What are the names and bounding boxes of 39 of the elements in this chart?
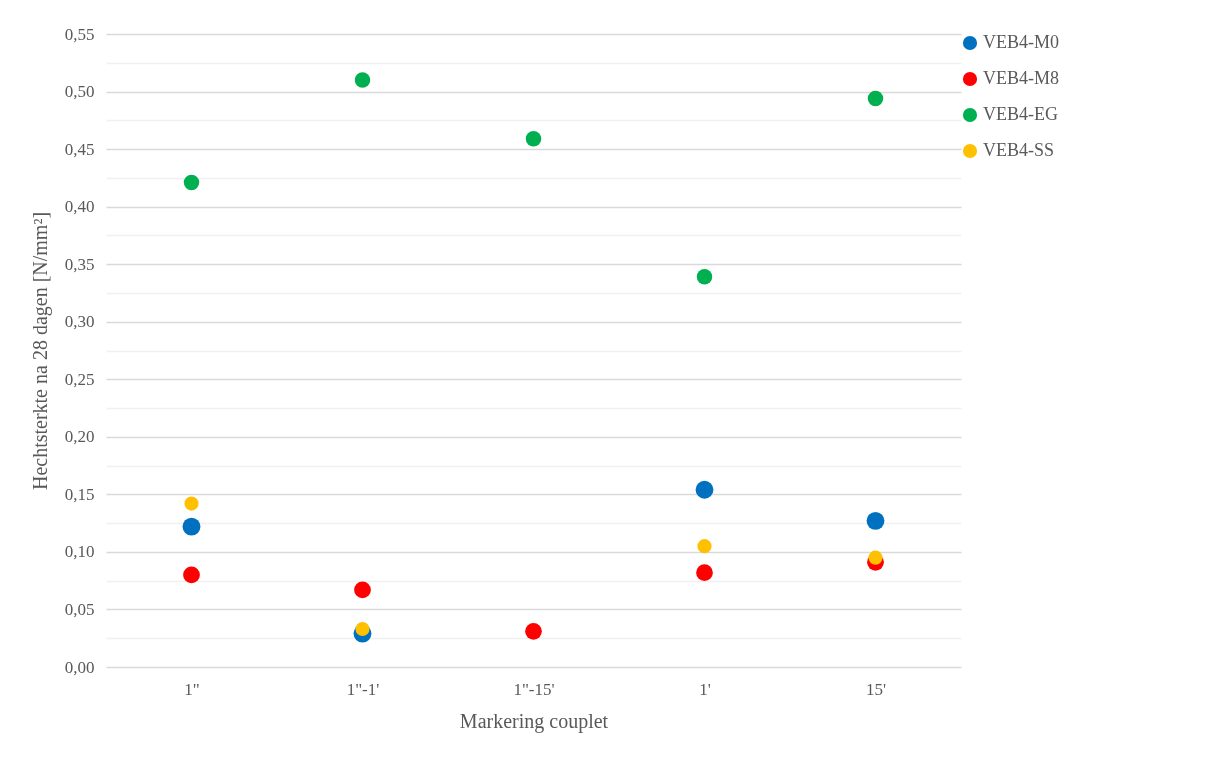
y-axis-title: Hechtsterkte na 28 dagen [N/mm²] (28, 211, 52, 491)
y-tick-label: 0,10 (64, 542, 95, 562)
point (696, 269, 713, 285)
point (182, 517, 201, 536)
point (354, 72, 371, 88)
y-tick-label: 0,30 (64, 312, 95, 332)
legend-label: VEB4-M8 (983, 68, 1059, 88)
point (525, 131, 542, 147)
x-tick-label: 1"-1' (346, 679, 380, 699)
y-tick-label: 0,55 (64, 24, 95, 44)
point (184, 496, 199, 511)
x-axis-title: Markering couplet (459, 709, 609, 733)
point (866, 511, 885, 530)
x-tick-label: 1" (184, 679, 200, 699)
y-tick-label: 0,50 (64, 82, 95, 102)
y-tick-label: 0,05 (64, 599, 95, 619)
point (867, 90, 884, 107)
y-tick-label: 0,45 (64, 139, 95, 159)
point (868, 550, 883, 565)
point (354, 581, 371, 599)
y-tick-label: 0,35 (64, 254, 95, 274)
legend-label: VEB4-EG (983, 104, 1058, 124)
point (697, 539, 712, 554)
point (355, 621, 370, 637)
x-tick-label: 1"-15' (513, 679, 555, 699)
y-tick-label: 0,20 (64, 427, 95, 447)
point (183, 566, 200, 584)
point (695, 480, 714, 499)
point (525, 622, 542, 640)
legend-label: VEB4-SS (983, 140, 1055, 160)
y-tick-label: 0,15 (64, 484, 95, 504)
legend-label: VEB4-M0 (983, 32, 1059, 52)
x-tick-label: 15' (865, 679, 887, 699)
x-tick-label: 1' (699, 679, 711, 699)
y-tick-label: 0,40 (64, 197, 95, 217)
y-tick-label: 0,25 (64, 369, 95, 389)
y-tick-label: 0,00 (64, 657, 95, 677)
point (183, 174, 200, 191)
point (696, 564, 713, 581)
